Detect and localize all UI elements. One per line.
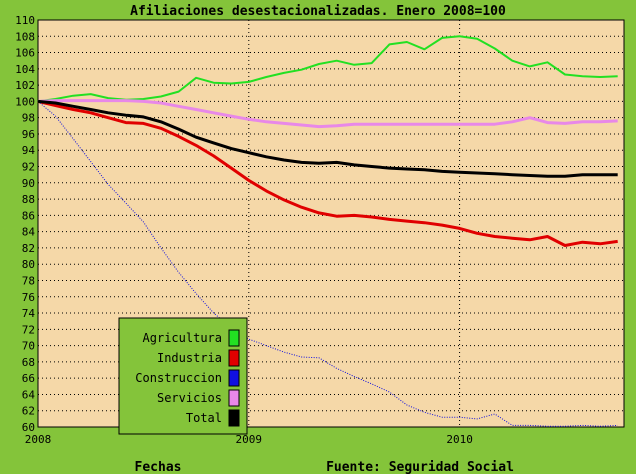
y-tick-label: 78	[22, 274, 35, 287]
legend-swatch-servicios	[228, 389, 240, 407]
y-tick-label: 76	[22, 291, 35, 304]
y-tick-label: 88	[22, 193, 35, 206]
legend-swatch-industria	[228, 349, 240, 367]
y-tick-label: 90	[22, 177, 35, 190]
series-line-total	[37, 99, 618, 178]
y-tick-label: 86	[22, 209, 35, 222]
y-tick-label: 72	[22, 323, 35, 336]
legend-swatch-construccion	[228, 369, 240, 387]
series-line-servicios	[37, 99, 618, 129]
legend-label-total: Total	[186, 411, 222, 425]
y-tick-label: 82	[22, 242, 35, 255]
y-tick-label: 80	[22, 258, 35, 271]
y-tick-label: 60	[22, 421, 35, 434]
series-line-agricultura	[37, 35, 618, 103]
y-tick-labels: 60 62 64 66 68 70 72 74 76 78 80 82 84 86 88 90 92 94 96 98…	[15, 14, 35, 434]
y-tick-label: 106	[15, 47, 35, 60]
y-tick-label: 84	[22, 226, 36, 239]
x-tick-labels: 2008 2009 2010	[25, 433, 473, 446]
y-tick-label: 100	[15, 95, 35, 108]
y-tick-label: 108	[15, 30, 35, 43]
y-tick-label: 96	[22, 128, 35, 141]
y-tick-label: 74	[22, 307, 36, 320]
x-tick-label: 2008	[25, 433, 52, 446]
series-line-construccion	[37, 101, 618, 427]
y-tick-label: 94	[22, 144, 36, 157]
y-tick-label: 66	[22, 372, 35, 385]
chart-title: Afiliaciones desestacionalizadas. Enero …	[130, 4, 506, 19]
x-axis-label: Fechas	[135, 460, 182, 474]
x-tick-label: 2009	[236, 433, 263, 446]
y-tick-label: 102	[15, 79, 35, 92]
y-tick-label: 110	[15, 14, 35, 27]
series-line-industria	[37, 99, 618, 247]
legend-label-construccion: Construccion	[135, 371, 222, 385]
source-label: Fuente: Seguridad Social	[326, 460, 514, 474]
y-tick-label: 98	[22, 112, 35, 125]
y-tick-label: 64	[22, 388, 36, 401]
y-tick-label: 70	[22, 340, 35, 353]
legend-swatch-agricultura	[228, 329, 240, 347]
y-tick-label: 92	[22, 161, 35, 174]
legend-swatch-total	[228, 409, 240, 427]
series-lines	[37, 35, 618, 427]
grid	[38, 20, 624, 427]
legend: Agricultura Industria Construccion Servicio…	[118, 317, 248, 435]
legend-box	[118, 317, 248, 435]
x-tick-label: 2010	[446, 433, 473, 446]
legend-label-agricultura: Agricultura	[143, 331, 222, 345]
legend-label-industria: Industria	[157, 351, 222, 365]
y-tick-label: 104	[15, 63, 35, 76]
y-tick-label: 62	[22, 405, 35, 418]
legend-label-servicios: Servicios	[157, 391, 222, 405]
y-tick-label: 68	[22, 356, 35, 369]
